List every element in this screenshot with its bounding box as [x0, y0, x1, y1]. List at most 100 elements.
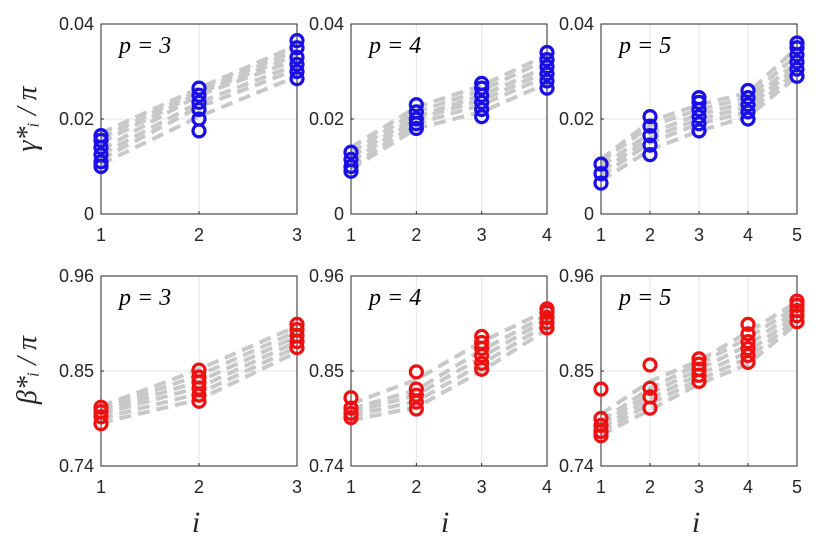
trend-line — [599, 304, 799, 423]
data-point — [740, 82, 756, 99]
y-tick-label: 0.04 — [309, 14, 344, 34]
trend-line — [100, 74, 298, 166]
xlabel-col-3: i — [692, 506, 700, 539]
x-tick-label: 2 — [645, 477, 655, 497]
x-tick-label: 4 — [743, 477, 753, 497]
data-point — [740, 104, 756, 120]
data-point — [408, 387, 424, 403]
data-point — [740, 326, 756, 342]
data-point — [343, 144, 359, 160]
x-tick-label: 4 — [542, 225, 552, 245]
x-tick-label: 4 — [542, 477, 552, 497]
panel-gamma-1: 1 2 3 0 0.02 0.04 p = 3 — [59, 14, 305, 245]
data-point — [289, 63, 305, 80]
trend-line — [599, 60, 799, 169]
data-point — [593, 410, 609, 427]
data-point — [289, 71, 305, 87]
x-tick-label: 1 — [96, 225, 106, 245]
data-point — [191, 87, 207, 103]
xlabel-col-1: i — [192, 506, 200, 539]
x-tick-label: 2 — [645, 225, 655, 245]
data-point — [642, 137, 658, 153]
x-tick-label: 1 — [346, 225, 356, 245]
data-point — [93, 409, 109, 425]
data-point — [789, 293, 805, 309]
data-point — [408, 97, 424, 113]
data-point — [408, 120, 424, 137]
trend-line — [100, 48, 298, 140]
y-tick-label: 0.02 — [559, 109, 594, 129]
data-point — [740, 97, 756, 113]
data-point — [474, 101, 490, 118]
data-point — [93, 132, 109, 148]
data-point — [408, 104, 424, 120]
data-point — [789, 68, 805, 84]
y-tick-label: 0.96 — [309, 266, 344, 286]
data-point — [474, 80, 490, 96]
data-point — [343, 158, 359, 175]
data-point — [691, 94, 707, 110]
trend-line — [350, 327, 549, 423]
data-point — [593, 175, 609, 191]
data-point — [289, 33, 305, 49]
data-point — [343, 151, 359, 167]
data-point — [191, 362, 207, 378]
trend-line — [350, 317, 549, 415]
data-point — [408, 401, 424, 417]
data-point — [474, 109, 490, 125]
y-tick-label: 0.74 — [59, 456, 94, 476]
data-point — [289, 316, 305, 332]
data-point — [474, 334, 490, 351]
panel-title: p = 4 — [367, 33, 421, 59]
y-tick-label: 0.74 — [309, 456, 344, 476]
data-point — [740, 90, 756, 106]
data-point — [539, 52, 555, 68]
data-point — [289, 321, 305, 338]
data-point — [191, 101, 207, 118]
data-point — [691, 351, 707, 367]
data-point — [474, 94, 490, 110]
trend-line — [599, 308, 799, 427]
trend-line — [100, 350, 298, 425]
panel-beta-3: 1 2 3 4 5 0.74 0.85 0.96 p = 5 — [559, 266, 805, 497]
y-tick-label: 0 — [584, 204, 594, 224]
x-tick-label: 3 — [292, 225, 302, 245]
data-point — [691, 123, 707, 139]
data-point — [539, 315, 555, 331]
trend-line — [350, 313, 548, 411]
data-point — [289, 40, 305, 56]
data-point — [343, 390, 359, 406]
data-point — [474, 75, 490, 91]
data-point — [642, 389, 658, 405]
x-tick-label: 1 — [596, 225, 606, 245]
trend-line — [599, 74, 799, 183]
y-tick-label: 0.85 — [309, 361, 344, 381]
panel-title: p = 3 — [117, 33, 171, 59]
y-tick-label: 0 — [84, 204, 94, 224]
data-point — [539, 66, 555, 82]
x-tick-label: 3 — [694, 477, 704, 497]
trend-line — [599, 69, 799, 178]
panel-title: p = 5 — [617, 285, 671, 311]
panel-title: p = 3 — [117, 285, 171, 311]
x-tick-label: 5 — [792, 477, 802, 497]
data-point — [593, 381, 609, 397]
data-point — [740, 316, 756, 332]
trend-line — [599, 53, 799, 164]
data-point — [408, 364, 424, 380]
data-point — [691, 90, 707, 106]
data-point — [593, 166, 609, 182]
x-tick-label: 1 — [96, 477, 106, 497]
trend-line — [100, 62, 298, 157]
trend-line — [599, 300, 799, 416]
x-tick-label: 2 — [194, 477, 204, 497]
beta-ylabel: β*ᵢ / π — [12, 335, 43, 405]
panel-gamma-2: 1 2 3 4 0 0.02 0.04 p = 4 — [309, 14, 555, 245]
data-point — [789, 302, 805, 319]
trend-line — [599, 46, 799, 161]
trend-line — [350, 322, 549, 418]
xlabel-col-2: i — [441, 506, 449, 539]
data-point — [408, 111, 424, 127]
trend-line — [100, 67, 298, 162]
data-point — [642, 147, 658, 163]
